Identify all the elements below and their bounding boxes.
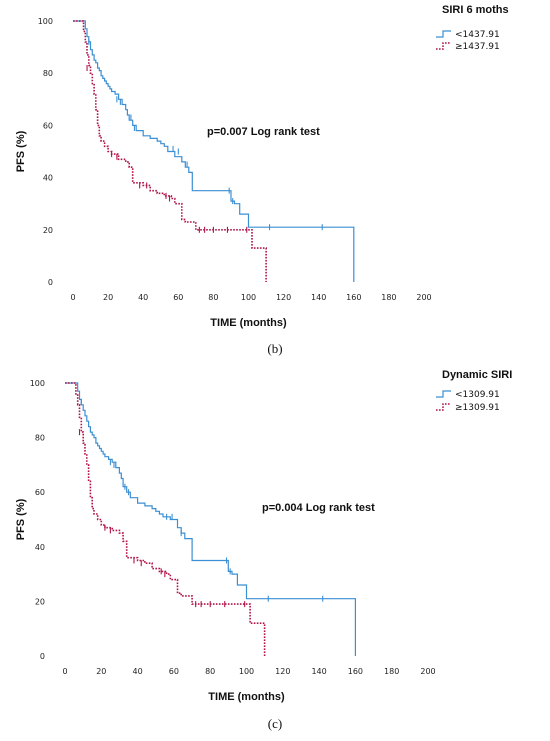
y-tick-label: 100 — [30, 379, 45, 388]
legend-title: Dynamic SIRI — [442, 369, 512, 381]
legend-swatch — [436, 30, 451, 38]
x-tick-label: 80 — [205, 667, 215, 676]
x-tick-label: 100 — [239, 667, 254, 676]
y-tick-label: 20 — [35, 597, 45, 606]
pvalue-annotation: p=0.004 Log rank test — [262, 502, 375, 514]
panel-caption: (c) — [268, 716, 282, 731]
x-tick-label: 40 — [138, 293, 148, 302]
series-line-low — [73, 20, 355, 282]
x-tick-label: 0 — [62, 667, 67, 676]
x-axis-label: TIME (months) — [208, 691, 285, 703]
legend-swatch — [436, 403, 451, 411]
legend-swatch — [436, 390, 451, 398]
legend-swatch — [436, 42, 451, 50]
y-tick-label: 40 — [43, 174, 53, 183]
y-tick-label: 80 — [35, 434, 45, 443]
legend-entry: ≥1437.91 — [455, 42, 500, 52]
y-axis-label: PFS (%) — [15, 130, 27, 172]
y-axis-label: PFS (%) — [15, 498, 27, 540]
panel-b: 0 20 40 60 80 100 120 140 160 180 200 0 20 40 60 80 100 T… — [15, 4, 509, 356]
panel-caption: (b) — [267, 341, 282, 356]
series-line-high — [73, 20, 267, 282]
x-tick-label: 140 — [311, 667, 326, 676]
y-tick-label: 40 — [35, 543, 45, 552]
x-tick-label: 200 — [420, 667, 435, 676]
y-tick-label: 0 — [48, 278, 53, 287]
pvalue-annotation: p=0.007 Log rank test — [207, 126, 320, 138]
x-tick-label: 60 — [173, 293, 183, 302]
legend-entry: ≥1309.91 — [455, 403, 500, 413]
x-tick-label: 0 — [70, 293, 75, 302]
legend-entry: <1309.91 — [455, 390, 500, 400]
panel-c: 0 20 40 60 80 100 120 140 160 180 200 0 20 40 60 80 100 T… — [15, 369, 512, 731]
x-tick-label: 160 — [348, 667, 363, 676]
y-tick-label: 80 — [43, 69, 53, 78]
y-tick-label: 60 — [43, 121, 53, 130]
x-tick-label: 180 — [381, 293, 396, 302]
series-line-high — [65, 382, 266, 656]
x-tick-label: 180 — [384, 667, 399, 676]
legend-entry: <1437.91 — [455, 30, 500, 40]
x-tick-label: 120 — [275, 667, 290, 676]
x-tick-label: 160 — [346, 293, 361, 302]
y-tick-label: 60 — [35, 488, 45, 497]
x-tick-label: 60 — [169, 667, 179, 676]
x-tick-label: 200 — [416, 293, 431, 302]
x-tick-label: 120 — [276, 293, 291, 302]
x-tick-label: 20 — [96, 667, 106, 676]
legend-title: SIRI 6 moths — [442, 4, 509, 16]
x-tick-label: 40 — [133, 667, 143, 676]
x-tick-label: 80 — [208, 293, 218, 302]
y-tick-label: 0 — [40, 652, 45, 661]
x-tick-label: 100 — [241, 293, 256, 302]
series-line-low — [65, 382, 356, 656]
x-axis-label: TIME (months) — [210, 317, 287, 329]
x-tick-label: 20 — [103, 293, 113, 302]
y-tick-label: 20 — [43, 226, 53, 235]
y-tick-label: 100 — [38, 17, 53, 26]
x-tick-label: 140 — [311, 293, 326, 302]
